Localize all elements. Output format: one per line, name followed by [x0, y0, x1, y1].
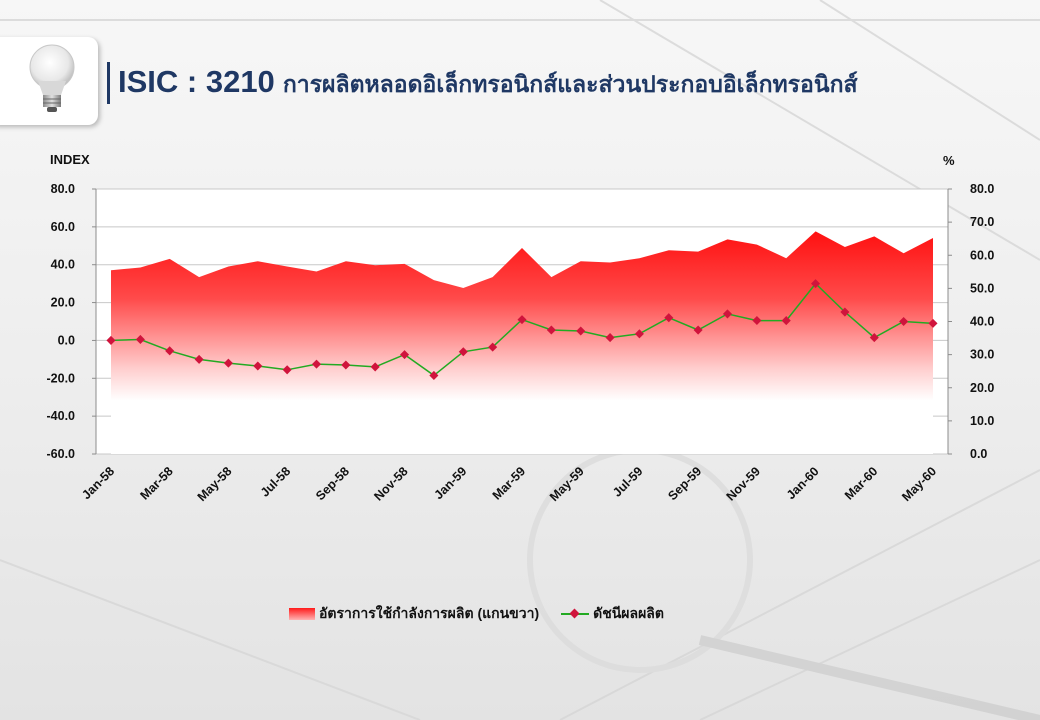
capacity-utilization-area: [111, 231, 933, 454]
left-axis-tick-label: -40.0: [47, 409, 76, 423]
x-axis-tick-label: Jul-59: [610, 464, 645, 499]
left-axis-tick-label: 20.0: [51, 296, 75, 310]
isic-code: ISIC : 3210: [118, 64, 275, 99]
data-point-marker: [722, 309, 733, 319]
right-axis-tick-label: 70.0: [970, 215, 994, 229]
data-point-marker: [194, 354, 204, 364]
right-axis-tick-label: 30.0: [970, 348, 994, 362]
right-axis-tick-label: 0.0: [970, 447, 987, 461]
x-axis-tick-label: May-60: [899, 464, 939, 504]
data-point-marker: [752, 316, 762, 326]
right-axis-tick-label: 80.0: [970, 182, 994, 196]
data-point-marker: [106, 335, 116, 345]
x-axis-tick-label: Mar-60: [842, 464, 880, 502]
data-point-marker: [370, 362, 380, 372]
data-point-marker: [341, 360, 351, 370]
legend: อัตราการใช้กำลังการผลิต (แกนขวา) ดัชนีผล…: [289, 603, 664, 625]
light-bulb-icon: [29, 44, 75, 112]
bulb-icon-box: [0, 37, 98, 125]
left-axis-tick-label: -20.0: [47, 371, 76, 385]
data-point-marker: [546, 325, 556, 335]
x-axis-tick-label: May-58: [195, 464, 235, 504]
left-axis-tick-label: 80.0: [51, 182, 75, 196]
x-axis-tick-label: Mar-59: [490, 464, 528, 502]
legend-label-index: ดัชนีผลผลิต: [593, 605, 664, 621]
x-axis-tick-label: Jan-60: [784, 464, 822, 502]
data-point-marker: [400, 350, 410, 360]
industry-name: การผลิตหลอดอิเล็กทรอนิกส์และส่วนประกอบอิ…: [282, 71, 858, 97]
left-axis-title: INDEX: [50, 152, 90, 167]
left-axis-tick-label: 0.0: [58, 333, 75, 347]
data-point-marker: [223, 358, 233, 368]
right-axis-title: %: [943, 153, 955, 168]
data-point-marker: [253, 361, 263, 371]
data-point-marker: [811, 279, 821, 289]
data-point-marker: [517, 315, 527, 325]
right-axis-tick-label: 60.0: [970, 248, 994, 262]
x-axis-tick-label: Mar-58: [137, 464, 175, 502]
title-accent-bar: [107, 62, 110, 104]
left-axis-tick-label: 40.0: [51, 258, 75, 272]
right-axis-tick-label: 20.0: [970, 381, 994, 395]
right-axis-tick-label: 40.0: [970, 315, 994, 329]
x-axis-tick-label: Sep-59: [665, 464, 704, 503]
x-axis-tick-label: Jul-58: [258, 464, 293, 499]
x-axis-tick-label: May-59: [547, 464, 587, 504]
page-title: ISIC : 3210 การผลิตหลอดอิเล็กทรอนิกส์และส…: [118, 64, 858, 103]
data-point-marker: [165, 346, 175, 356]
x-axis-tick-label: Jan-58: [79, 464, 117, 502]
x-axis-tick-label: Sep-58: [313, 464, 352, 503]
data-point-marker: [869, 333, 879, 343]
legend-label-capacity: อัตราการใช้กำลังการผลิต (แกนขวา): [319, 605, 540, 621]
legend-swatch-index: [561, 608, 590, 620]
chart: 80.0 60.0 40.0 20.0 0.0 -20.0 -40.0 -60.0 80.0 70…: [47, 182, 995, 504]
legend-swatch-capacity: [289, 608, 315, 620]
data-point-marker: [928, 318, 938, 328]
x-axis-tick-label: Nov-58: [371, 464, 410, 503]
x-axis-tick-label: Nov-59: [724, 464, 763, 503]
x-axis-tick-label: Jan-59: [432, 464, 470, 502]
left-axis-tick-label: 60.0: [51, 220, 75, 234]
right-axis-tick-label: 50.0: [970, 281, 994, 295]
data-point-marker: [429, 370, 439, 380]
left-axis-tick-label: -60.0: [47, 447, 76, 461]
right-axis-tick-label: 10.0: [970, 414, 994, 428]
